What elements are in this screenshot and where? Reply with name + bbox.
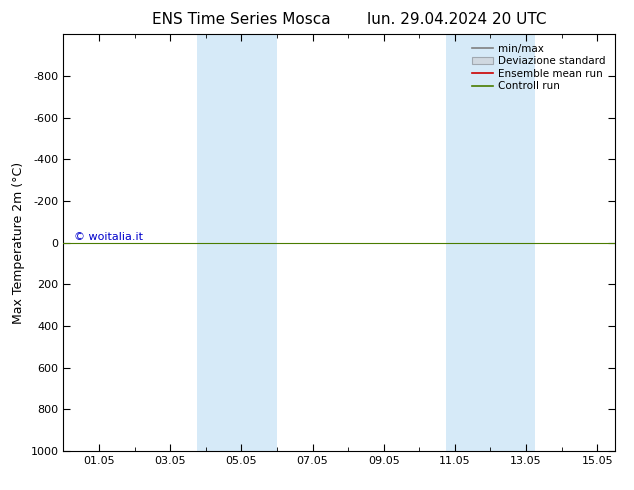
Y-axis label: Max Temperature 2m (°C): Max Temperature 2m (°C) — [12, 162, 25, 323]
Text: ENS Time Series Mosca: ENS Time Series Mosca — [152, 12, 330, 27]
Bar — [446, 34, 535, 451]
Legend: min/max, Deviazione standard, Ensemble mean run, Controll run: min/max, Deviazione standard, Ensemble m… — [468, 40, 610, 96]
Bar — [197, 34, 277, 451]
Text: lun. 29.04.2024 20 UTC: lun. 29.04.2024 20 UTC — [366, 12, 547, 27]
Text: © woitalia.it: © woitalia.it — [74, 232, 143, 242]
